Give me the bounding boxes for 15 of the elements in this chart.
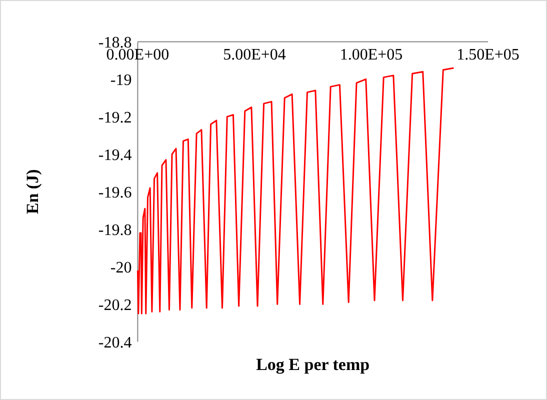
x-tick-label: 1.00E+05 (340, 46, 403, 64)
y-tick-label: -19.6 (98, 184, 132, 202)
y-tick-label: -20.4 (98, 334, 132, 352)
y-tick-label: -20 (110, 259, 132, 276)
y-tick-label: -19 (110, 72, 132, 89)
y-tick-label: -20.2 (98, 296, 132, 314)
y-tick-label: -19.8 (98, 222, 132, 239)
x-axis-title: Log E per temp (256, 355, 370, 374)
y-tick-label: -19.4 (98, 146, 132, 164)
y-tick-label: -19.2 (98, 109, 132, 126)
y-axis-title: En (J) (23, 169, 42, 214)
x-tick-label: 0.00E+00 (106, 46, 170, 64)
x-tick-label: 1.50E+05 (456, 46, 520, 64)
x-tick-label: 5.00E+04 (223, 46, 286, 64)
line-series (136, 67, 454, 314)
